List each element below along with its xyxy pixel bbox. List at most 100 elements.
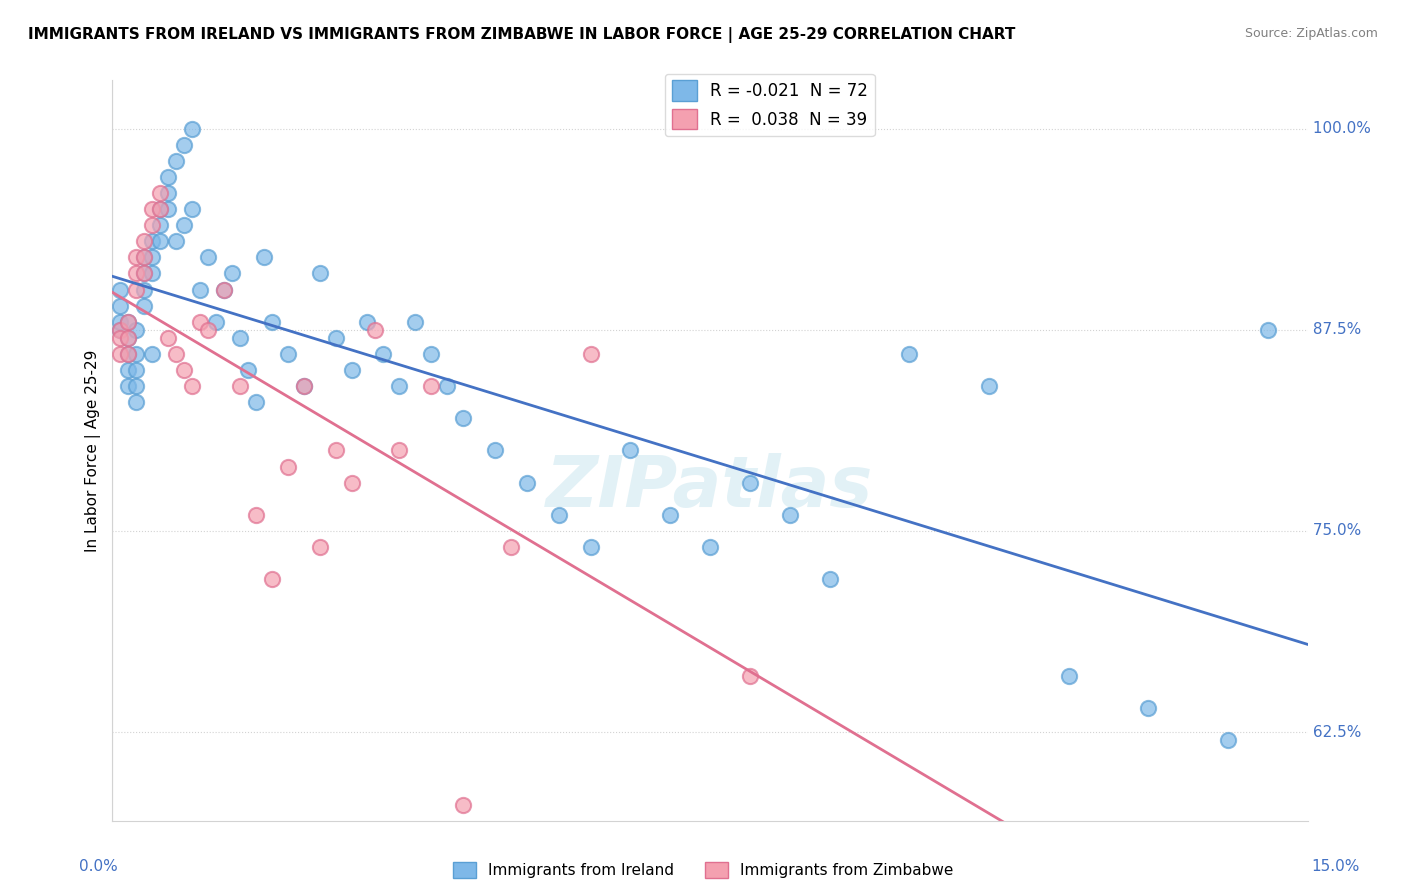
Point — [117, 315, 139, 329]
Point — [149, 218, 172, 232]
Point — [141, 218, 163, 232]
Point — [134, 250, 156, 264]
Point — [245, 508, 267, 522]
Point — [356, 315, 378, 329]
Point — [117, 347, 139, 361]
Text: 15.0%: 15.0% — [1312, 859, 1360, 874]
Point — [499, 540, 522, 554]
Text: 0.0%: 0.0% — [79, 859, 118, 874]
Point — [197, 323, 219, 337]
Point — [292, 379, 315, 393]
Point — [818, 572, 841, 586]
Point — [173, 363, 195, 377]
Legend: R = -0.021  N = 72, R =  0.038  N = 39: R = -0.021 N = 72, R = 0.038 N = 39 — [665, 74, 875, 136]
Point — [451, 411, 474, 425]
Point — [364, 323, 387, 337]
Point — [404, 315, 426, 329]
Point — [308, 540, 330, 554]
Point — [340, 475, 363, 490]
Point — [205, 315, 228, 329]
Point — [165, 153, 187, 168]
Point — [388, 379, 411, 393]
Point — [484, 443, 506, 458]
Point — [125, 323, 148, 337]
Point — [738, 475, 761, 490]
Point — [149, 202, 172, 216]
Point — [134, 283, 156, 297]
Point — [134, 299, 156, 313]
Point — [898, 347, 921, 361]
Point — [229, 379, 252, 393]
Point — [157, 169, 180, 184]
Point — [619, 443, 641, 458]
Point — [188, 283, 211, 297]
Text: 62.5%: 62.5% — [1308, 724, 1361, 739]
Point — [236, 363, 259, 377]
Point — [157, 331, 180, 345]
Point — [1216, 733, 1239, 747]
Point — [181, 121, 204, 136]
Point — [125, 379, 148, 393]
Point — [165, 234, 187, 248]
Point — [212, 283, 235, 297]
Point — [134, 234, 156, 248]
Point — [110, 347, 132, 361]
Point — [420, 379, 443, 393]
Point — [125, 267, 148, 281]
Point — [149, 186, 172, 200]
Point — [260, 572, 283, 586]
Point — [110, 331, 132, 345]
Point — [188, 315, 211, 329]
Text: IMMIGRANTS FROM IRELAND VS IMMIGRANTS FROM ZIMBABWE IN LABOR FORCE | AGE 25-29 C: IMMIGRANTS FROM IRELAND VS IMMIGRANTS FR… — [28, 27, 1015, 43]
Point — [157, 186, 180, 200]
Point — [141, 234, 163, 248]
Point — [212, 283, 235, 297]
Point — [141, 250, 163, 264]
Point — [436, 379, 458, 393]
Point — [117, 331, 139, 345]
Point — [134, 267, 156, 281]
Point — [245, 395, 267, 409]
Point — [149, 234, 172, 248]
Point — [165, 347, 187, 361]
Text: 100.0%: 100.0% — [1308, 121, 1371, 136]
Point — [253, 250, 276, 264]
Text: Source: ZipAtlas.com: Source: ZipAtlas.com — [1244, 27, 1378, 40]
Point — [779, 508, 801, 522]
Point — [1257, 323, 1279, 337]
Point — [117, 331, 139, 345]
Point — [125, 347, 148, 361]
Point — [173, 218, 195, 232]
Point — [197, 250, 219, 264]
Point — [547, 508, 569, 522]
Point — [292, 379, 315, 393]
Point — [141, 347, 163, 361]
Point — [149, 202, 172, 216]
Point — [173, 137, 195, 152]
Point — [451, 797, 474, 812]
Point — [125, 250, 148, 264]
Point — [181, 379, 204, 393]
Point — [1057, 830, 1080, 844]
Point — [373, 347, 395, 361]
Point — [110, 283, 132, 297]
Point — [277, 347, 299, 361]
Point — [110, 323, 132, 337]
Point — [579, 347, 602, 361]
Point — [117, 379, 139, 393]
Y-axis label: In Labor Force | Age 25-29: In Labor Force | Age 25-29 — [84, 350, 101, 551]
Point — [110, 315, 132, 329]
Text: 87.5%: 87.5% — [1308, 322, 1361, 337]
Point — [388, 443, 411, 458]
Point — [117, 363, 139, 377]
Point — [1057, 669, 1080, 683]
Point — [325, 443, 347, 458]
Point — [977, 379, 1000, 393]
Point — [181, 202, 204, 216]
Point — [125, 395, 148, 409]
Point — [141, 202, 163, 216]
Point — [516, 475, 538, 490]
Legend: Immigrants from Ireland, Immigrants from Zimbabwe: Immigrants from Ireland, Immigrants from… — [447, 856, 959, 884]
Point — [141, 267, 163, 281]
Point — [277, 459, 299, 474]
